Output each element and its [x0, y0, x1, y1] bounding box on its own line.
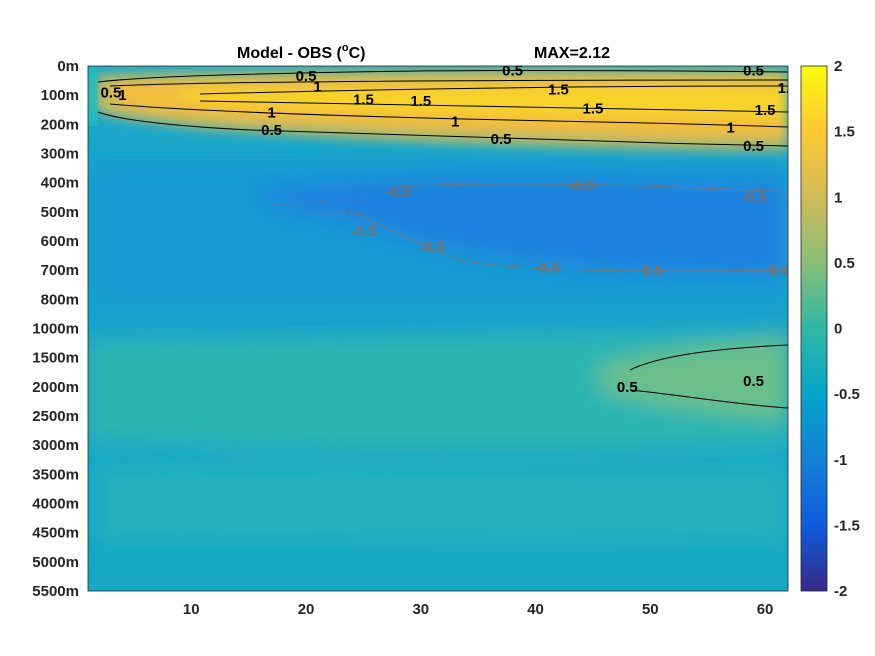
y-axis-labels: 0m 100m 200m 300m 400m 500m 600m 700m 800m 1000m 1…: [32, 58, 79, 600]
y-tick-label: 800m: [41, 291, 79, 308]
max-label: MAX=2.12: [534, 45, 610, 62]
contour-label: 1.5: [778, 80, 799, 97]
y-tick-label: 5000m: [32, 554, 79, 571]
deep-warm-band: [88, 330, 788, 449]
abyssal-warm-tongue: [100, 466, 788, 543]
contour-label: 1: [313, 78, 321, 95]
colorbar: [800, 65, 828, 592]
deep-warm-core: [600, 340, 788, 420]
contour-label: 0.5: [743, 62, 764, 79]
y-tick-label: 4000m: [32, 496, 79, 513]
y-tick-label: 4500m: [32, 525, 79, 542]
contour-1p5-top: [199, 85, 788, 95]
contour-label: 0.5: [743, 373, 764, 390]
colorbar-tick-label: 2: [834, 58, 842, 75]
y-tick-label: 600m: [41, 233, 79, 250]
contour-label: -0.5: [419, 239, 445, 256]
colorbar-tick-label: -2: [834, 583, 847, 600]
colorbar-tick-label: 1.5: [834, 124, 855, 141]
y-tick-label: 2000m: [32, 379, 79, 396]
contour-labels: 0.510.511.510.50.51.51.510.51.510.50.51.…: [101, 62, 799, 396]
y-tick-label: 100m: [41, 87, 79, 104]
contour-label: 1.5: [755, 102, 776, 119]
left-edge-strip: [88, 66, 98, 126]
contour-label: 1.5: [410, 93, 431, 110]
contour-label: 1: [267, 105, 275, 122]
y-tick-label: 500m: [41, 204, 79, 221]
contour-1-top: [109, 79, 788, 87]
y-tick-label: 3000m: [32, 437, 79, 454]
chart-title: Model - OBS (oC): [237, 42, 366, 62]
y-tick-label: 400m: [41, 175, 79, 192]
y-tick-label: 1500m: [32, 350, 79, 367]
y-tick-label: 3500m: [32, 466, 79, 483]
contour-label: 1: [451, 113, 459, 130]
colorbar-tick-label: 0: [834, 321, 842, 338]
y-tick-label: 300m: [41, 146, 79, 163]
colorbar-tick-labels: 2 1.5 1 0.5 0 -0.5 -1 -1.5 -2: [834, 58, 860, 600]
y-tick-label: 2500m: [32, 408, 79, 425]
y-tick-label: 1000m: [32, 321, 79, 338]
contour-label: 0.5: [101, 84, 122, 101]
contour-label: 0.5: [261, 122, 282, 139]
x-tick-label: 20: [298, 601, 315, 618]
colorbar-tick-label: 0.5: [834, 255, 855, 272]
colorbar-tick-label: -0.5: [834, 386, 860, 403]
y-tick-label: 0m: [57, 58, 79, 75]
contour-label: 1.5: [582, 100, 603, 117]
x-tick-label: 50: [642, 601, 659, 618]
colorbar-tick-label: 1: [834, 189, 842, 206]
heatmap-field: 0.510.511.510.50.51.51.510.51.510.50.51.…: [88, 62, 799, 591]
contour-deep-0p5-lower: [629, 389, 788, 409]
y-tick-label: 5500m: [32, 583, 79, 600]
x-axis-labels: 10 20 30 40 50 60: [183, 601, 773, 618]
contour-label: 1.5: [548, 81, 569, 98]
contour-label: -0.5: [741, 189, 767, 206]
contour-label: 1: [726, 119, 734, 136]
cold-anomaly-core: [260, 175, 788, 276]
contour-label: 1.5: [353, 92, 374, 109]
plot-frame: [87, 65, 789, 592]
contour-label: 0.5: [743, 138, 764, 155]
contour-label: -0.5: [534, 259, 560, 276]
contour-0p5-top: [97, 70, 788, 83]
contour-neg-0p5-upper: [389, 183, 788, 193]
contour-label: -0.5: [637, 262, 663, 279]
contour-1-bottom: [109, 103, 788, 128]
x-tick-label: 10: [183, 601, 200, 618]
contour-label: 0.5: [296, 68, 317, 85]
warm-layer-core: [180, 87, 788, 118]
contour-label: -0.5: [569, 178, 595, 195]
y-tick-label: 700m: [41, 262, 79, 279]
contour-deep-0p5-upper: [629, 344, 788, 371]
x-tick-label: 30: [412, 601, 429, 618]
x-tick-label: 60: [757, 601, 774, 618]
x-tick-label: 40: [527, 601, 544, 618]
colorbar-tick-label: -1.5: [834, 517, 860, 534]
contour-neg-0p5-lower: [349, 209, 788, 272]
contour-label: -0.5: [385, 183, 411, 200]
contour-label: 0.5: [491, 131, 512, 148]
contour-label: 0.5: [502, 62, 523, 79]
colorbar-tick-label: -1: [834, 452, 847, 469]
contour-label: -0.5: [350, 223, 376, 240]
contour-label: 0.5: [617, 379, 638, 396]
contour-label: 1: [118, 87, 126, 104]
contour-label: -0.5: [764, 262, 790, 279]
y-tick-label: 200m: [41, 116, 79, 133]
